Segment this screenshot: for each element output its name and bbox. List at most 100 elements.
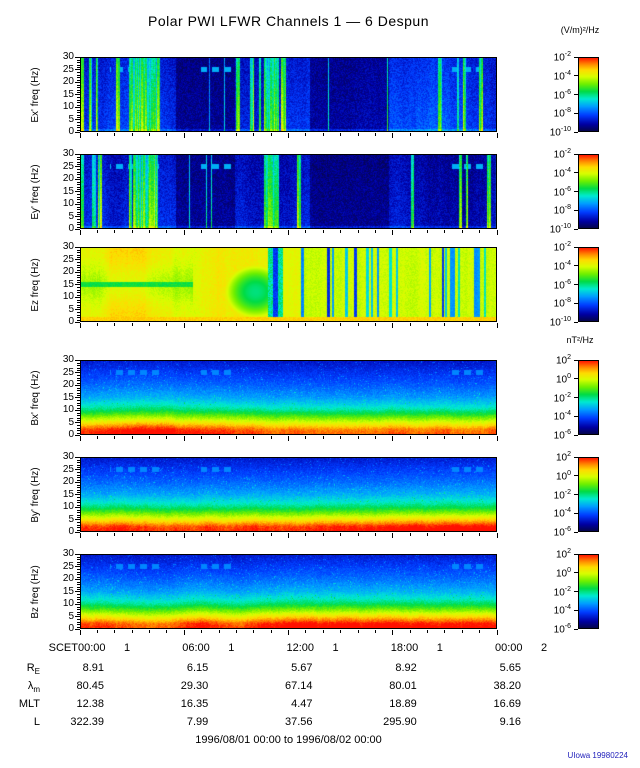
x-tick-mark — [288, 323, 289, 328]
colorbar-by — [578, 457, 599, 532]
y-minor-tick — [77, 64, 80, 66]
y-minor-tick — [77, 487, 80, 488]
y-tick-label: 10 — [62, 101, 74, 112]
y-minor-tick — [77, 611, 80, 613]
y-tick-mark — [75, 469, 80, 470]
y-minor-tick — [77, 484, 80, 486]
x-tick-mark — [340, 436, 342, 439]
colorbar-canvas-ex — [578, 57, 599, 132]
y-minor-tick — [77, 164, 80, 165]
y-axis-label-ey: Ey' freq (Hz) — [30, 163, 41, 220]
x-tick-mark — [253, 230, 255, 233]
y-minor-tick — [77, 527, 80, 528]
x-tick-mark — [427, 630, 428, 633]
x-tick-mark — [374, 630, 376, 633]
x-tick-mark — [322, 133, 324, 136]
colorbar-tick-mark — [574, 321, 578, 323]
y-minor-tick — [77, 277, 80, 278]
x-tick-mark — [201, 533, 203, 536]
y-tick-label: 30 — [62, 51, 74, 62]
colorbar-canvas-bz — [578, 554, 599, 629]
y-minor-tick — [77, 72, 80, 73]
y-minor-tick — [77, 201, 80, 203]
credit-label: UIowa 19980224 — [567, 751, 629, 760]
x-tick-mark — [166, 230, 168, 233]
x-tick-mark — [183, 323, 185, 328]
y-minor-tick — [77, 254, 80, 256]
ephemeris-value-mlt-2: 4.47 — [291, 698, 313, 710]
x-tick-mark — [149, 630, 150, 633]
colorbar-tick-mark — [574, 553, 578, 555]
y-tick-label: 15 — [62, 585, 74, 597]
y-tick-mark — [75, 481, 80, 483]
y-axis-label-ex: Ex' freq (Hz) — [30, 66, 41, 123]
y-tick-mark — [75, 309, 80, 310]
y-minor-tick — [77, 211, 80, 213]
ephemeris-value-lambda-m-1: 29.30 — [180, 680, 209, 692]
y-minor-tick — [77, 174, 80, 175]
y-minor-tick — [77, 609, 80, 610]
x-tick-mark — [79, 230, 81, 235]
y-tick-mark — [75, 94, 80, 95]
y-tick-mark — [75, 153, 80, 155]
y-minor-tick — [77, 122, 80, 123]
x-tick-mark — [322, 630, 324, 633]
y-tick-mark — [75, 216, 80, 217]
y-minor-tick — [77, 464, 80, 466]
y-axis-label-bz: Bz freq (Hz) — [30, 564, 41, 619]
colorbar-tick-label: 10-6 — [553, 526, 571, 539]
y-tick-mark — [75, 119, 80, 120]
y-minor-tick — [77, 74, 80, 76]
y-tick-mark — [75, 397, 80, 398]
colorbar-tick-label: 10-8 — [553, 297, 571, 310]
y-minor-tick — [77, 159, 80, 160]
x-tick-mark — [131, 630, 133, 633]
x-tick-mark — [479, 533, 481, 536]
colorbar-tick-mark — [574, 456, 578, 458]
colorbar-tick-label: 10-2 — [553, 241, 571, 254]
y-minor-tick — [77, 189, 80, 190]
colorbar-ez — [578, 247, 599, 322]
colorbar-tick-mark — [574, 246, 578, 248]
y-minor-tick — [77, 209, 80, 210]
y-minor-tick — [77, 59, 80, 61]
x-tick-mark — [409, 230, 411, 233]
y-tick-label: 30 — [62, 241, 74, 252]
y-minor-tick — [77, 181, 80, 183]
y-minor-tick — [77, 124, 80, 126]
y-minor-tick — [77, 459, 80, 461]
y-minor-tick — [77, 262, 80, 263]
spectrogram-panel-ey — [80, 154, 497, 229]
x-tick-mark — [444, 630, 446, 633]
y-minor-tick — [77, 375, 80, 376]
x-tick-mark — [96, 133, 98, 136]
y-tick-label: 0 — [68, 623, 74, 634]
colorbar-tick-label: 102 — [555, 354, 571, 367]
x-tick-mark — [114, 533, 116, 536]
colorbar-bz — [578, 554, 599, 629]
y-tick-label: 25 — [62, 560, 74, 572]
y-minor-tick — [77, 221, 80, 223]
ephemeris-value-lambda-m-0: 80.45 — [76, 680, 104, 692]
x-tick-mark — [305, 436, 307, 439]
y-minor-tick — [77, 117, 80, 118]
y-minor-tick — [77, 274, 80, 276]
colorbar-tick-mark — [574, 153, 578, 155]
y-minor-tick — [77, 282, 80, 283]
y-minor-tick — [77, 514, 80, 516]
ephemeris-value-l-0: 322.39 — [70, 716, 104, 728]
y-tick-mark — [75, 628, 80, 630]
y-tick-mark — [75, 506, 80, 508]
y-minor-tick — [77, 626, 80, 628]
y-minor-tick — [77, 462, 80, 463]
ephemeris-value-mlt-4: 16.69 — [493, 698, 521, 710]
x-tick-mark — [357, 230, 359, 233]
y-tick-label: 20 — [62, 379, 74, 390]
y-minor-tick — [77, 67, 80, 68]
y-minor-tick — [77, 474, 80, 476]
y-minor-tick — [77, 89, 80, 91]
ephemeris-value-l-1: 7.99 — [186, 716, 209, 728]
colorbar-tick-label: 10-2 — [553, 391, 571, 404]
ephemeris-value-l-2: 37.56 — [284, 716, 313, 728]
x-tick-mark — [479, 230, 481, 233]
